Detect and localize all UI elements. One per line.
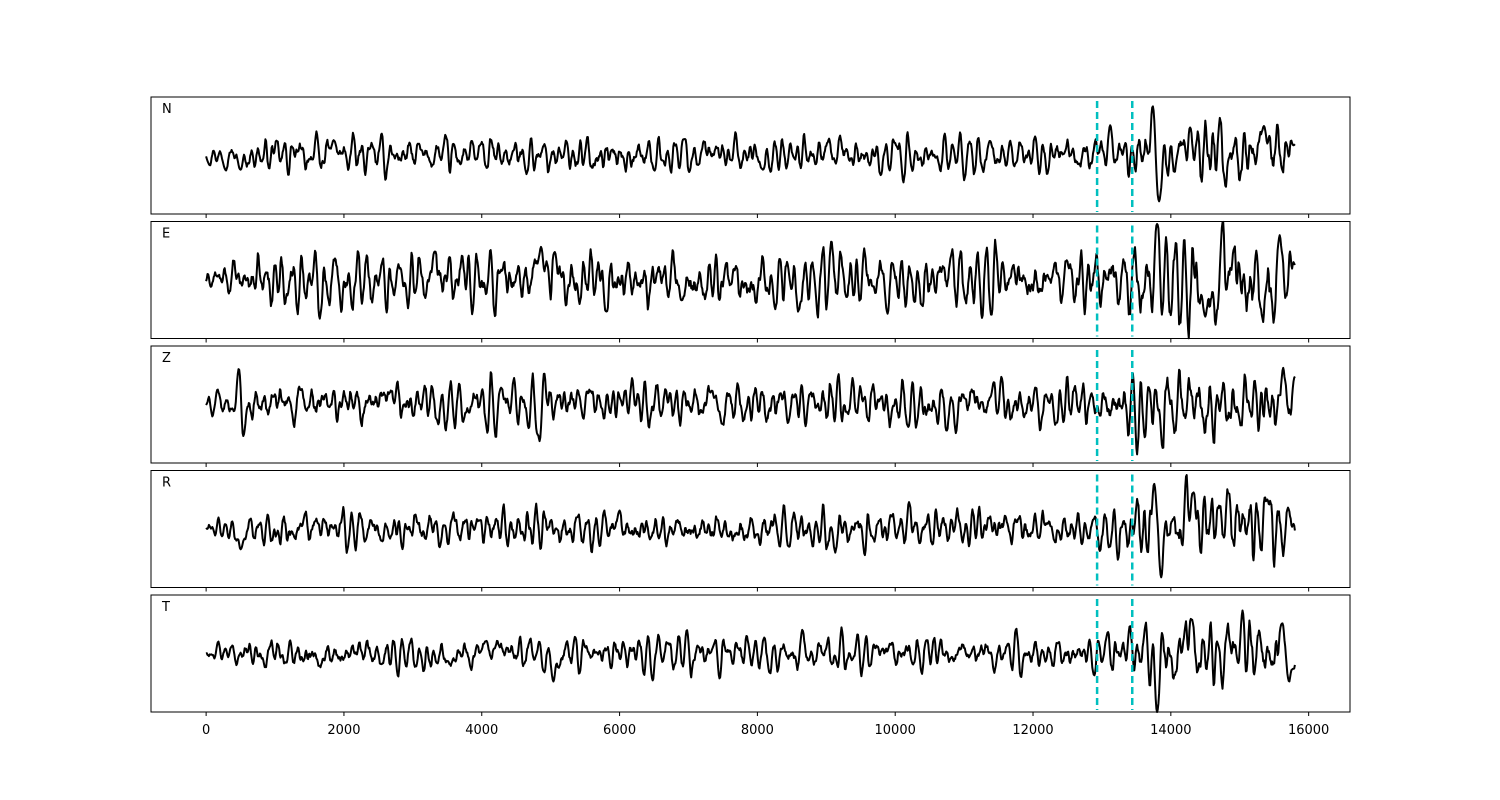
x-tick-label: 12000 [1012,723,1053,738]
x-axis: 0 2000 4000 6000 8000 10000 12000 14000 16000 [202,723,1329,738]
component-label: Z [162,351,171,366]
x-tick-label: 8000 [741,723,774,738]
trace-line-z [205,366,1296,456]
trace-panels: N E Z R T [150,96,1351,716]
panel-frame [150,96,1351,215]
panel-frame [150,470,1351,588]
trace-line-r [205,474,1296,579]
panel-frame [150,594,1351,713]
trace-line-n [205,105,1296,203]
panel-frame [150,221,1351,339]
panel-z: Z [150,345,1351,467]
panel-r: R [150,470,1351,592]
component-label: R [162,476,171,491]
trace-line-t [205,609,1296,713]
panel-t: T [150,594,1351,716]
x-tick-label: 10000 [875,723,916,738]
component-label: E [162,227,170,242]
component-label: N [162,102,172,117]
trace-line-e [205,220,1296,340]
x-tick-label: 6000 [603,723,636,738]
x-tick-label: 16000 [1288,723,1329,738]
x-tick-label: 2000 [327,723,360,738]
component-label: T [161,600,170,615]
panel-frame [150,345,1351,464]
x-tick-label: 0 [202,723,210,738]
panel-e: E [150,220,1351,343]
x-tick-label: 14000 [1150,723,1191,738]
panel-n: N [150,96,1351,218]
x-tick-label: 4000 [465,723,498,738]
